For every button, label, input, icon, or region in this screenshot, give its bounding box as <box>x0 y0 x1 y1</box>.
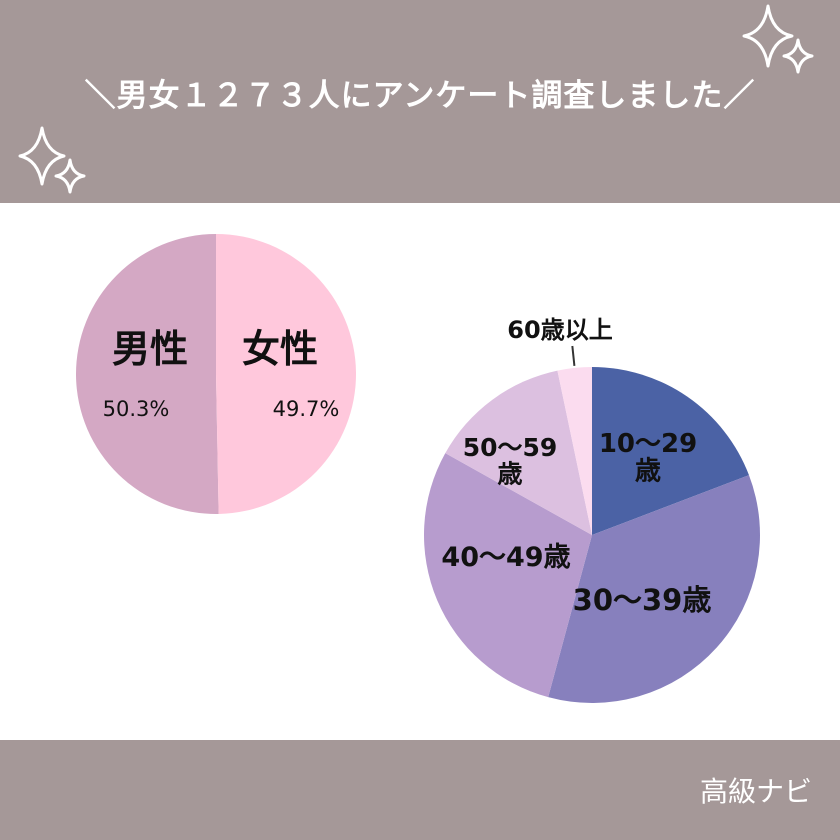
leader-line <box>571 345 576 367</box>
pie-slice <box>557 367 592 535</box>
page-title: ＼男女１２７３人にアンケート調査しました／ <box>84 78 756 114</box>
sparkle-icon <box>742 4 814 74</box>
slice-label: 10〜29 歳 <box>599 429 697 486</box>
slice-value-label: 49.7% <box>273 397 340 421</box>
slice-value-label: 50.3% <box>103 397 170 421</box>
slice-label: 男性 <box>112 327 188 371</box>
slice-label: 女性 <box>242 327 318 371</box>
header-banner <box>0 0 840 203</box>
sparkle-icon <box>18 126 86 194</box>
footer-banner <box>0 740 840 840</box>
pie-slice <box>592 367 749 535</box>
slice-label: 40〜49歳 <box>441 542 570 573</box>
gender-pie-chart: 男性 女性 50.3% 49.7% <box>76 234 357 514</box>
slice-label: 30〜39歳 <box>573 583 712 617</box>
pie-slice <box>548 475 760 704</box>
slice-label: 50〜59 歳 <box>463 433 558 488</box>
slice-label: 60歳以上 <box>507 316 612 344</box>
pie-slice <box>445 370 592 535</box>
brand-name: 高級ナビ <box>699 775 812 808</box>
pie-slice <box>424 453 592 698</box>
pie-slice-male <box>76 234 219 514</box>
pie-slice-female <box>216 234 357 514</box>
